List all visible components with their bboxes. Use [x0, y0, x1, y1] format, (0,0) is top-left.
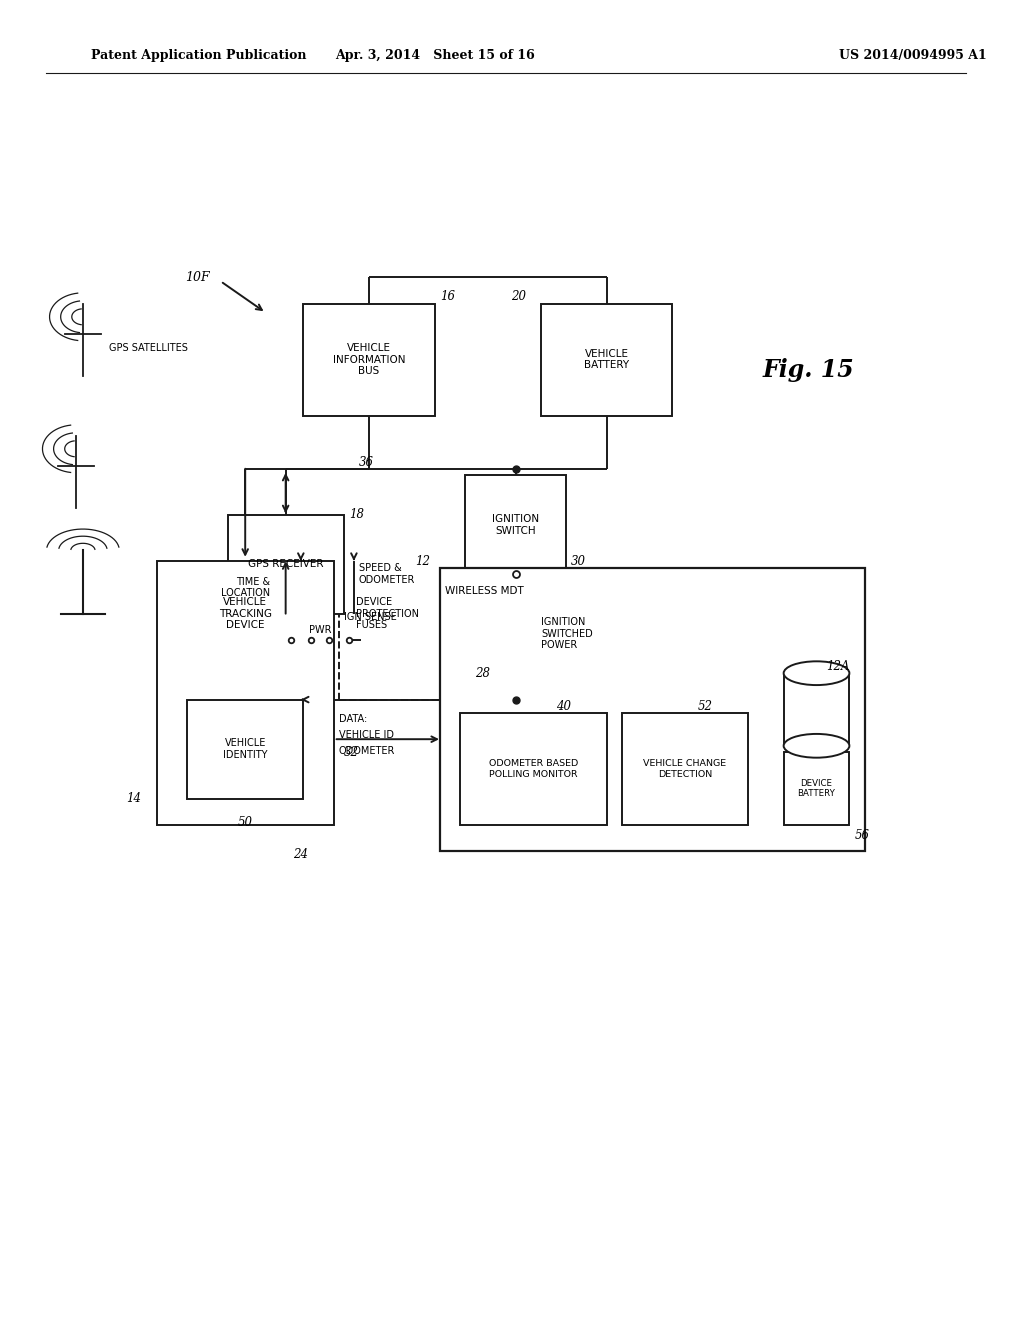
Text: TIME &
LOCATION: TIME & LOCATION: [221, 577, 270, 598]
Text: DEVICE
PROTECTION
FUSES: DEVICE PROTECTION FUSES: [356, 597, 420, 631]
Text: ODOMETER: ODOMETER: [339, 746, 395, 756]
Text: 20: 20: [511, 290, 525, 304]
Text: VEHICLE CHANGE
DETECTION: VEHICLE CHANGE DETECTION: [643, 759, 727, 779]
Text: Apr. 3, 2014   Sheet 15 of 16: Apr. 3, 2014 Sheet 15 of 16: [335, 49, 535, 62]
Text: IGNITION
SWITCHED
POWER: IGNITION SWITCHED POWER: [541, 616, 593, 651]
FancyBboxPatch shape: [227, 515, 344, 614]
FancyBboxPatch shape: [541, 304, 673, 416]
FancyBboxPatch shape: [187, 700, 303, 799]
Ellipse shape: [783, 661, 849, 685]
Text: Fig. 15: Fig. 15: [763, 358, 855, 381]
Text: 10F: 10F: [185, 271, 210, 284]
Text: IGNITION
SWITCH: IGNITION SWITCH: [493, 513, 540, 536]
Text: 24: 24: [293, 847, 308, 861]
FancyBboxPatch shape: [303, 304, 435, 416]
FancyBboxPatch shape: [460, 713, 606, 825]
Text: 52: 52: [697, 700, 713, 713]
FancyBboxPatch shape: [783, 673, 849, 746]
Text: VEHICLE
TRACKING
DEVICE: VEHICLE TRACKING DEVICE: [219, 597, 271, 631]
Text: PWR: PWR: [309, 626, 332, 635]
Text: SPEED &
ODOMETER: SPEED & ODOMETER: [359, 564, 416, 585]
FancyBboxPatch shape: [622, 713, 749, 825]
FancyBboxPatch shape: [440, 568, 864, 851]
Text: IGN SENSE: IGN SENSE: [344, 612, 397, 622]
Text: 40: 40: [556, 700, 571, 713]
Text: 12: 12: [415, 554, 430, 568]
FancyBboxPatch shape: [157, 561, 334, 825]
Text: WIRELESS MDT: WIRELESS MDT: [444, 586, 523, 597]
FancyBboxPatch shape: [465, 475, 566, 574]
Text: 50: 50: [238, 816, 253, 829]
Text: VEHICLE
BATTERY: VEHICLE BATTERY: [584, 348, 630, 371]
Text: 36: 36: [359, 455, 374, 469]
Text: US 2014/0094995 A1: US 2014/0094995 A1: [840, 49, 987, 62]
Text: Patent Application Publication: Patent Application Publication: [91, 49, 306, 62]
Text: VEHICLE
IDENTITY: VEHICLE IDENTITY: [223, 738, 267, 760]
Text: VEHICLE ID: VEHICLE ID: [339, 730, 394, 741]
Text: 56: 56: [854, 829, 869, 842]
Text: ODOMETER BASED
POLLING MONITOR: ODOMETER BASED POLLING MONITOR: [488, 759, 578, 779]
Text: GPS SATELLITES: GPS SATELLITES: [110, 343, 188, 354]
FancyBboxPatch shape: [783, 752, 849, 825]
Text: DEVICE
BATTERY: DEVICE BATTERY: [798, 779, 836, 799]
Text: 30: 30: [571, 554, 587, 568]
Text: 12A: 12A: [826, 660, 850, 673]
Text: GPS RECEIVER: GPS RECEIVER: [248, 560, 324, 569]
Text: VEHICLE
INFORMATION
BUS: VEHICLE INFORMATION BUS: [333, 343, 406, 376]
Text: 28: 28: [475, 667, 490, 680]
Text: 32: 32: [344, 746, 358, 759]
Ellipse shape: [783, 734, 849, 758]
Text: 14: 14: [127, 792, 141, 805]
Text: DATA:: DATA:: [339, 714, 367, 725]
Text: 18: 18: [349, 508, 364, 521]
Text: 16: 16: [440, 290, 455, 304]
